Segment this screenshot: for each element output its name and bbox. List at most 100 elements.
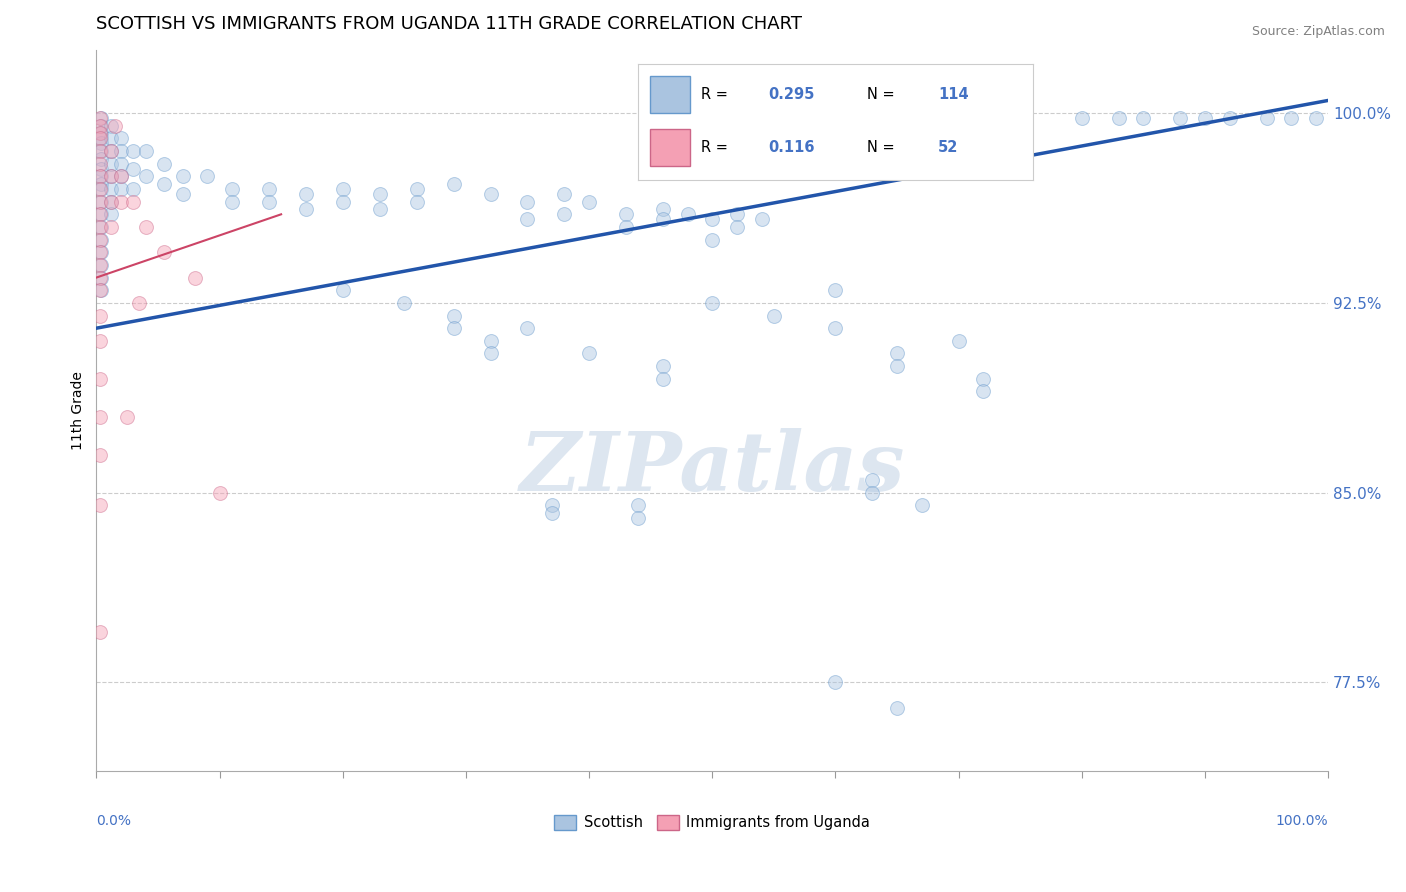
Point	[516, 194, 538, 209]
Point	[100, 182, 122, 196]
Point	[1168, 111, 1191, 125]
Point	[443, 309, 465, 323]
Point	[614, 207, 637, 221]
Point	[89, 309, 111, 323]
Point	[90, 161, 112, 176]
Point	[886, 346, 908, 360]
Point	[100, 169, 122, 184]
Legend: Scottish, Immigrants from Uganda: Scottish, Immigrants from Uganda	[548, 809, 876, 836]
Point	[100, 144, 122, 158]
Point	[100, 169, 122, 184]
Point	[294, 202, 316, 217]
Point	[89, 207, 111, 221]
Text: 100.0%: 100.0%	[1275, 814, 1329, 829]
Point	[135, 169, 157, 184]
Point	[110, 144, 132, 158]
Point	[122, 182, 145, 196]
Point	[122, 161, 145, 176]
Y-axis label: 11th Grade: 11th Grade	[72, 371, 86, 450]
Point	[89, 219, 111, 234]
Point	[104, 119, 127, 133]
Point	[1108, 111, 1130, 125]
Point	[972, 372, 994, 386]
Point	[89, 233, 111, 247]
Point	[332, 283, 354, 297]
Point	[614, 219, 637, 234]
Point	[90, 131, 112, 145]
Point	[762, 309, 785, 323]
Point	[90, 152, 112, 166]
Point	[115, 409, 138, 424]
Point	[89, 624, 111, 639]
Text: Source: ZipAtlas.com: Source: ZipAtlas.com	[1251, 25, 1385, 38]
Point	[652, 212, 675, 227]
Point	[89, 283, 111, 297]
Point	[90, 270, 112, 285]
Point	[578, 194, 600, 209]
Point	[89, 448, 111, 462]
Point	[100, 131, 122, 145]
Point	[702, 296, 724, 310]
Point	[208, 485, 231, 500]
Point	[90, 111, 112, 125]
Point	[294, 187, 316, 202]
Point	[89, 169, 111, 184]
Point	[100, 157, 122, 171]
Point	[89, 157, 111, 171]
Point	[443, 321, 465, 335]
Point	[89, 334, 111, 348]
Point	[479, 346, 502, 360]
Point	[553, 207, 575, 221]
Point	[368, 202, 391, 217]
Point	[153, 157, 176, 171]
Point	[90, 245, 112, 260]
Point	[184, 270, 207, 285]
Point	[110, 169, 132, 184]
Point	[332, 182, 354, 196]
Point	[405, 182, 427, 196]
Point	[332, 194, 354, 209]
Point	[90, 126, 112, 140]
Point	[90, 258, 112, 272]
Point	[443, 177, 465, 191]
Point	[110, 157, 132, 171]
Point	[221, 194, 243, 209]
Text: SCOTTISH VS IMMIGRANTS FROM UGANDA 11TH GRADE CORRELATION CHART: SCOTTISH VS IMMIGRANTS FROM UGANDA 11TH …	[97, 15, 803, 33]
Point	[627, 511, 650, 525]
Point	[516, 212, 538, 227]
Point	[627, 498, 650, 512]
Point	[89, 182, 111, 196]
Point	[110, 194, 132, 209]
Point	[89, 126, 111, 140]
Point	[479, 334, 502, 348]
Point	[824, 675, 846, 690]
Point	[89, 194, 111, 209]
Point	[516, 321, 538, 335]
Point	[122, 144, 145, 158]
Point	[90, 182, 112, 196]
Point	[886, 359, 908, 373]
Point	[153, 177, 176, 191]
Point	[911, 498, 934, 512]
Point	[1256, 111, 1278, 125]
Point	[110, 182, 132, 196]
Point	[541, 498, 564, 512]
Point	[89, 270, 111, 285]
Point	[100, 219, 122, 234]
Point	[702, 233, 724, 247]
Point	[89, 258, 111, 272]
Point	[89, 144, 111, 158]
Point	[1070, 111, 1092, 125]
Point	[90, 283, 112, 297]
Point	[153, 245, 176, 260]
Point	[860, 473, 883, 487]
Point	[89, 245, 111, 260]
Point	[1305, 111, 1327, 125]
Point	[553, 187, 575, 202]
Point	[221, 182, 243, 196]
Point	[172, 169, 194, 184]
Point	[172, 187, 194, 202]
Point	[948, 334, 970, 348]
Point	[90, 219, 112, 234]
Point	[257, 182, 280, 196]
